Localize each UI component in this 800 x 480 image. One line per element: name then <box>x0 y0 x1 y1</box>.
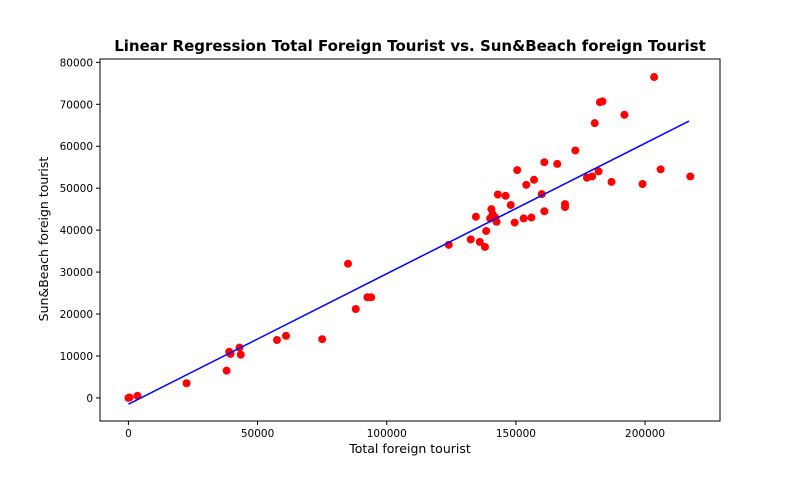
y-tick-label: 0 <box>86 393 93 405</box>
data-point <box>530 175 538 184</box>
data-point <box>590 119 599 128</box>
y-tick-label: 10000 <box>60 351 93 363</box>
y-tick-label: 40000 <box>60 225 93 237</box>
data-point <box>125 393 134 402</box>
data-point <box>501 191 510 200</box>
data-point <box>571 146 580 155</box>
data-point <box>656 165 665 174</box>
data-point <box>222 366 231 375</box>
data-point <box>540 158 549 167</box>
data-point <box>182 379 191 388</box>
data-point <box>519 214 528 223</box>
data-point <box>588 172 597 181</box>
plot-area: 0 50000 100000 150000 200000 0 10000 20000 30000… <box>60 57 721 440</box>
data-point <box>471 212 480 221</box>
data-point <box>475 237 484 246</box>
data-point <box>522 180 531 189</box>
data-point <box>344 259 352 268</box>
data-point <box>482 226 491 235</box>
data-point <box>638 180 647 189</box>
data-point <box>367 293 376 302</box>
y-tick-label: 20000 <box>60 309 93 321</box>
data-point <box>493 190 502 199</box>
x-tick-label: 150000 <box>496 428 536 440</box>
axes-frame <box>99 58 721 422</box>
x-axis-label: Total foreign tourist <box>348 441 471 456</box>
data-point <box>236 350 245 359</box>
y-tick-label: 70000 <box>60 99 93 111</box>
data-point <box>351 305 360 314</box>
regression-line <box>128 120 690 405</box>
data-point <box>607 177 616 186</box>
data-point <box>540 207 549 216</box>
data-point <box>506 200 515 209</box>
data-point <box>480 242 489 251</box>
y-tick-label: 80000 <box>60 57 93 69</box>
y-axis-label: Sun&Beach foreign tourist <box>36 157 51 322</box>
chart-title: Linear Regression Total Foreign Tourist … <box>114 37 706 55</box>
x-tick-label: 100000 <box>367 428 407 440</box>
y-tick-label: 50000 <box>60 183 93 195</box>
data-point <box>686 172 695 181</box>
x-tick-label: 50000 <box>241 428 274 440</box>
data-point <box>598 97 607 106</box>
data-point <box>561 203 569 212</box>
x-tick-label: 200000 <box>625 428 665 440</box>
x-tick-label: 0 <box>125 428 132 440</box>
data-point <box>318 335 327 344</box>
y-tick-label: 60000 <box>60 141 93 153</box>
data-point <box>466 235 475 244</box>
data-point <box>272 336 281 345</box>
data-point <box>553 159 562 168</box>
data-point <box>650 73 659 82</box>
data-point <box>620 110 629 119</box>
y-tick-label: 30000 <box>60 267 93 279</box>
data-point <box>510 218 519 227</box>
data-point <box>282 331 290 340</box>
data-point <box>594 167 603 176</box>
data-point <box>513 166 522 175</box>
data-point <box>527 213 536 222</box>
